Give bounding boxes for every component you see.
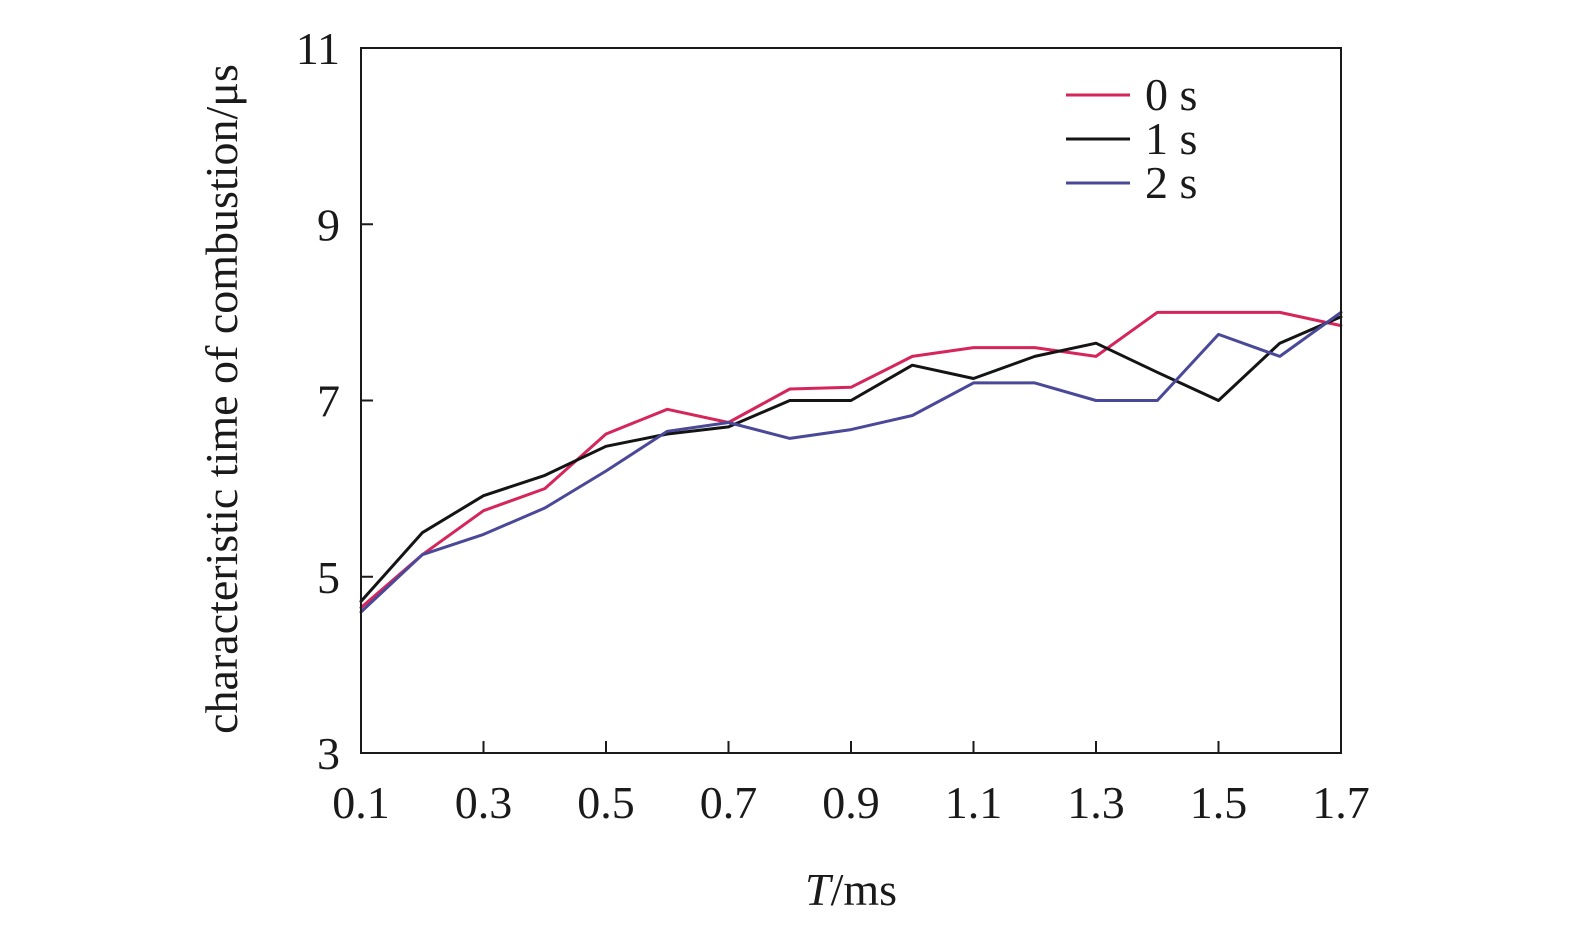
series-line-0 xyxy=(359,310,1343,610)
y-tick-label: 11 xyxy=(296,23,340,74)
y-tick-labels: 3 5 7 9 11 xyxy=(296,23,340,779)
y-tick-label: 5 xyxy=(317,552,340,603)
x-tick-label: 0.3 xyxy=(455,777,513,828)
legend-label: 2 s xyxy=(1145,157,1197,208)
x-axis-label-symbol: T xyxy=(805,864,834,915)
x-tick-label: 1.3 xyxy=(1067,777,1125,828)
series-line-2 xyxy=(359,310,1343,614)
x-tick-label: 0.5 xyxy=(577,777,635,828)
y-tick-label: 3 xyxy=(317,728,340,779)
x-tick-label: 1.1 xyxy=(945,777,1003,828)
legend-item: 0 s xyxy=(1066,69,1197,120)
x-tick-label: 1.5 xyxy=(1190,777,1248,828)
y-tick-label: 9 xyxy=(317,199,340,250)
x-tick-labels: 0.1 0.3 0.5 0.7 0.9 1.1 1.3 1.5 1.7 xyxy=(332,777,1370,828)
y-tick-label: 7 xyxy=(317,376,340,427)
x-tick-label: 0.7 xyxy=(700,777,758,828)
x-tick-label: 1.7 xyxy=(1312,777,1370,828)
series-lines xyxy=(359,310,1343,614)
x-axis-label-unit: /ms xyxy=(831,864,897,915)
legend: 0 s1 s2 s xyxy=(1066,69,1197,208)
axis-ticks xyxy=(360,47,1342,754)
series-line-1 xyxy=(359,315,1343,603)
legend-label: 0 s xyxy=(1145,69,1197,120)
y-axis-label: characteristic time of combustion/μs xyxy=(196,64,247,734)
x-tick-label: 0.9 xyxy=(822,777,880,828)
legend-item: 1 s xyxy=(1066,113,1197,164)
legend-label: 1 s xyxy=(1145,113,1197,164)
legend-item: 2 s xyxy=(1066,157,1197,208)
x-axis-label: T/ms xyxy=(805,864,897,915)
x-tick-label: 0.1 xyxy=(332,777,390,828)
